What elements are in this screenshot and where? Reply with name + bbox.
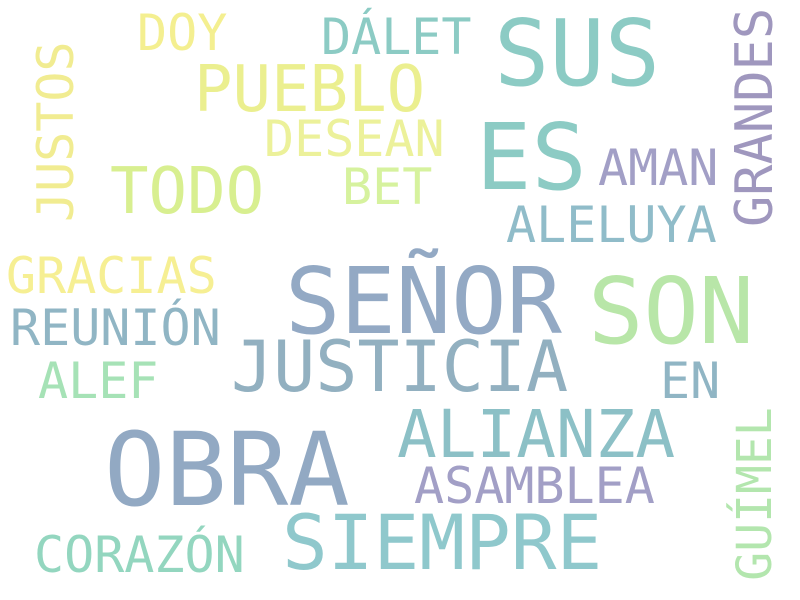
word-todo: TODO: [110, 155, 265, 229]
word-aman: AMAN: [598, 139, 719, 197]
word-desean: DESEAN: [264, 110, 445, 168]
word-en: EN: [660, 352, 721, 410]
word-sus: SUS: [494, 0, 661, 107]
word-grandes: GRANDES: [725, 7, 785, 227]
word-guimel: GUÍMEL: [727, 407, 783, 581]
word-doy: DOY: [137, 4, 228, 62]
word-alef: ALEF: [38, 352, 159, 410]
word-es: ES: [476, 104, 587, 211]
word-justos: JUSTOS: [27, 41, 85, 222]
word-justicia: JUSTICIA: [231, 326, 569, 408]
word-dalet: DÁLET: [321, 8, 472, 66]
word-son: SON: [588, 258, 755, 365]
word-corazon: CORAZÓN: [34, 526, 245, 584]
word-siempre: SIEMPRE: [282, 498, 603, 587]
word-obra: OBRA: [104, 411, 350, 530]
word-asamblea: ASAMBLEA: [414, 457, 655, 515]
word-senor: SEÑOR: [285, 248, 562, 355]
word-pueblo: PUEBLO: [194, 53, 426, 127]
word-reunion: REUNIÓN: [10, 299, 221, 357]
word-aleluya: ALELUYA: [506, 196, 717, 254]
word-alianza: ALIANZA: [397, 396, 676, 473]
word-gracias: GRACIAS: [6, 247, 217, 305]
word-bet: BET: [342, 158, 433, 216]
